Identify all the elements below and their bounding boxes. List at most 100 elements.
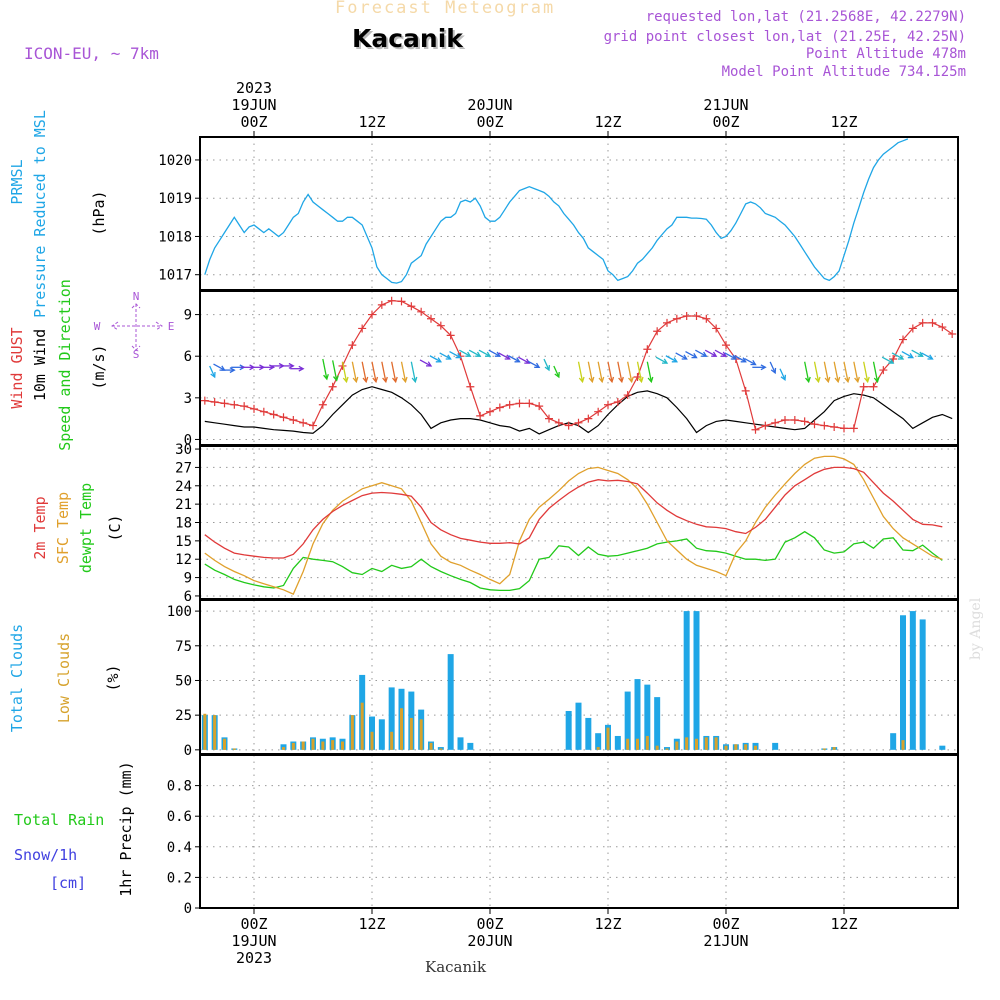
wind-barb — [813, 361, 820, 382]
wind-barb-head — [445, 354, 452, 360]
gust-marker — [830, 422, 839, 431]
temp-2m-line — [204, 466, 943, 559]
wind-barb — [675, 352, 687, 360]
point-altitude: Point Altitude 478m — [805, 46, 966, 62]
wind-barb — [607, 361, 613, 382]
wind-barb-head — [740, 357, 747, 363]
gust-marker — [908, 324, 917, 333]
wind-barb — [478, 349, 491, 357]
wind-barb-head — [864, 376, 870, 384]
gust-marker — [397, 297, 406, 306]
gust-marker — [240, 402, 249, 411]
gust-marker — [289, 416, 298, 425]
gust-marker — [643, 345, 652, 354]
wind-barb-head — [578, 376, 585, 384]
y-tick-label: 0 — [184, 432, 192, 448]
grid-point-location: grid point closest lon,lat (21.25E, 42.2… — [603, 29, 966, 45]
total-cloud-bar — [634, 679, 641, 750]
y-tick-label: 25 — [175, 708, 192, 724]
y-tick-label: 50 — [175, 673, 192, 689]
low-cloud-bar — [655, 745, 659, 750]
wind-barb — [597, 361, 603, 382]
gust-marker — [800, 417, 809, 426]
gust-marker — [682, 311, 691, 320]
wind-barb-head — [730, 354, 738, 360]
gust-marker — [299, 418, 308, 427]
total-cloud-bar — [772, 742, 779, 750]
y-tick-label: 24 — [175, 479, 192, 495]
wind-barb — [744, 357, 756, 366]
gust-marker — [820, 421, 829, 430]
wind-barb-head — [588, 376, 595, 384]
gust-marker — [417, 307, 426, 316]
gust-marker — [377, 300, 386, 309]
total-cloud-bar — [939, 745, 946, 750]
low-cloud-bar — [203, 713, 207, 750]
wind-barb — [734, 355, 746, 363]
wind-barb-head — [834, 376, 841, 384]
gust-marker — [436, 321, 445, 330]
total-cloud-bar — [693, 611, 700, 750]
total-cloud-bar — [890, 733, 897, 750]
wind-barb-head — [814, 376, 821, 384]
gust-marker — [554, 418, 563, 427]
gust-marker — [918, 318, 927, 327]
snow-unit: [cm] — [50, 874, 86, 892]
wind-barb-head — [647, 376, 654, 384]
wind-barb-head — [544, 365, 551, 372]
x-tick-label: 20JUN — [467, 96, 512, 114]
wind-barb — [553, 365, 560, 378]
y-tick-label: 30 — [175, 442, 192, 458]
y-tick-label: 0.2 — [167, 870, 192, 886]
footer-station: Kacanik — [425, 958, 487, 976]
gust-marker — [200, 396, 209, 405]
wind-barb — [410, 361, 416, 382]
gust-marker — [545, 414, 553, 423]
gust-marker — [259, 407, 268, 416]
gust-marker — [309, 421, 317, 430]
temp-unit: (C) — [106, 514, 124, 541]
total-cloud-bar — [909, 611, 916, 750]
low-cloud-bar — [734, 744, 738, 750]
wind-barb-head — [888, 358, 895, 364]
total-cloud-bar — [447, 654, 454, 750]
y-tick-label: 3 — [184, 391, 192, 407]
x-tick-label: 00Z — [712, 113, 739, 131]
gust-marker — [879, 366, 888, 375]
gust-marker — [584, 414, 593, 423]
pressure-label-short: PRMSL — [8, 159, 26, 204]
wind-barb — [655, 356, 668, 364]
y-tick-label: 6 — [184, 589, 192, 605]
gust-marker — [840, 424, 848, 433]
low-cloud-bar — [439, 748, 443, 750]
wind-direction-label: Speed and Direction — [56, 279, 74, 451]
gust-marker — [623, 391, 632, 400]
x-tick-label: 2023 — [236, 79, 272, 97]
wind-barb-head — [524, 358, 531, 364]
wind-barb — [863, 361, 869, 382]
low-cloud-bar — [331, 740, 335, 750]
low-cloud-bar — [400, 708, 403, 750]
wind-barb-head — [897, 354, 905, 360]
x-tick-label: 21JUN — [703, 932, 748, 950]
wind-barb-head — [392, 376, 398, 384]
gust-marker — [761, 421, 770, 430]
wind-barb — [833, 361, 839, 382]
wind-barb-head — [475, 351, 482, 357]
x-tick-label: 21JUN — [703, 96, 748, 114]
wind-barb-head — [298, 365, 305, 372]
total-cloud-bar — [457, 737, 464, 750]
low-cloud-bar — [429, 742, 433, 750]
wind-barb-head — [750, 359, 757, 366]
precip-label: 1hr Precip (mm) — [117, 761, 135, 896]
model-point-altitude: Model Point Altitude 734.125m — [721, 64, 966, 80]
total-cloud-bar — [654, 697, 661, 750]
rain-legend: Total Rain — [14, 811, 104, 829]
pressure-label-long: Pressure Reduced to MSL — [31, 110, 49, 318]
low-clouds-label: Low Clouds — [55, 633, 73, 723]
wind-barb — [577, 361, 584, 382]
y-tick-label: 0.8 — [167, 779, 192, 795]
gust-marker — [427, 314, 435, 323]
wind-barb — [341, 361, 348, 382]
wind-barb-head — [711, 351, 718, 357]
